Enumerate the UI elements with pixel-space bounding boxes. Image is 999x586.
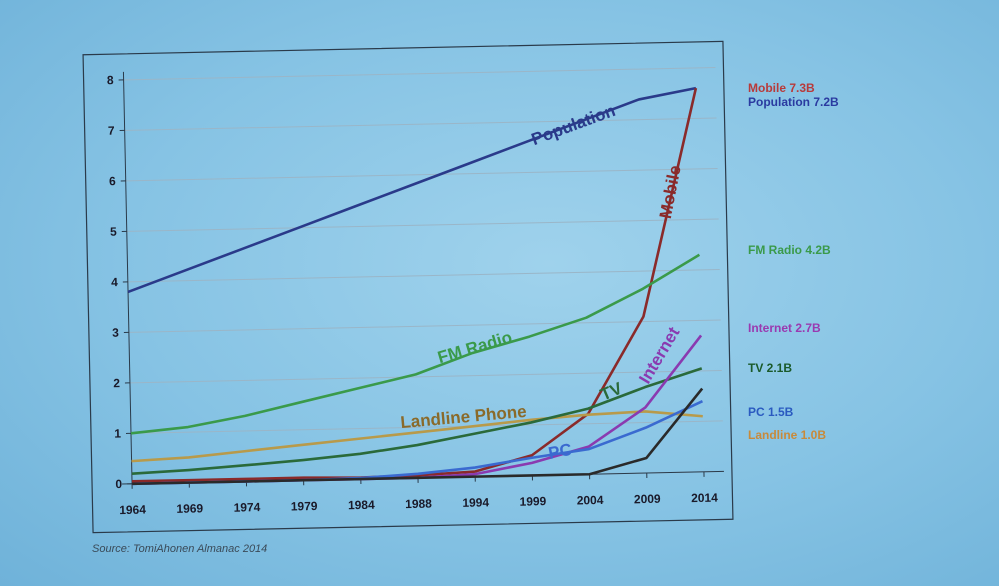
y-tick-label: 0: [115, 477, 122, 491]
series-label: PC: [547, 440, 574, 463]
population-line: [127, 86, 697, 294]
tv-line: [131, 367, 703, 476]
y-tick-label: 5: [110, 225, 117, 239]
y-tick-label: 3: [112, 326, 119, 340]
x-tick-label: 2004: [577, 493, 604, 508]
series-label: FM Radio: [435, 328, 514, 368]
unlabeled-line: [132, 387, 704, 486]
gridline: [124, 117, 717, 131]
legend-entry: Internet 2.7B: [748, 321, 821, 335]
x-tick-label: 1979: [291, 499, 318, 514]
source-note: Source: TomiAhonen Almanac 2014: [92, 543, 267, 555]
x-tick-label: 2009: [634, 492, 661, 507]
legend-entry: PC 1.5B: [748, 405, 794, 419]
fm-radio-line: [130, 253, 701, 435]
legend-entry: TV 2.1B: [748, 361, 792, 375]
gridline: [123, 67, 716, 81]
legend-entry: Mobile 7.3B: [748, 81, 815, 95]
series-label: Population: [529, 101, 618, 149]
gridline: [125, 167, 718, 182]
y-axis-line: [122, 71, 133, 484]
internet-line: [132, 334, 703, 486]
gridline: [129, 369, 722, 384]
y-tick-label: 1: [114, 427, 121, 441]
gridline: [127, 268, 720, 283]
chart-frame: [82, 40, 734, 534]
x-tick-label: 2014: [691, 491, 718, 506]
x-axis: 1964 1969 1974 1979 1984 1988 1994 1999 2004 2009…: [119, 470, 724, 518]
gridline: [126, 218, 719, 232]
landline-phone-line: [131, 410, 703, 463]
x-tick-label: 1969: [176, 501, 203, 516]
mobile-line: [131, 87, 698, 483]
legend-entry: FM Radio 4.2B: [748, 243, 831, 257]
series-lines: [127, 86, 704, 486]
y-tick-label: 7: [108, 124, 115, 138]
x-tick-label: 1974: [233, 500, 260, 515]
x-tick-label: 1988: [405, 497, 432, 512]
series-label: Mobile: [656, 164, 685, 220]
y-tick-label: 6: [109, 174, 116, 188]
x-tick-label: 1984: [348, 498, 375, 513]
series-label: TV: [598, 378, 626, 404]
gridline: [128, 319, 721, 333]
legend-entry: Population 7.2B: [748, 95, 839, 109]
y-tick-label: 8: [107, 73, 114, 87]
x-tick-label: 1994: [462, 495, 489, 510]
y-tick-label: 4: [111, 275, 118, 289]
x-tick-label: 1999: [519, 494, 546, 509]
legend-entry: Landline 1.0B: [748, 428, 826, 442]
y-tick-label: 2: [113, 376, 120, 390]
x-tick-label: 1964: [119, 503, 146, 518]
